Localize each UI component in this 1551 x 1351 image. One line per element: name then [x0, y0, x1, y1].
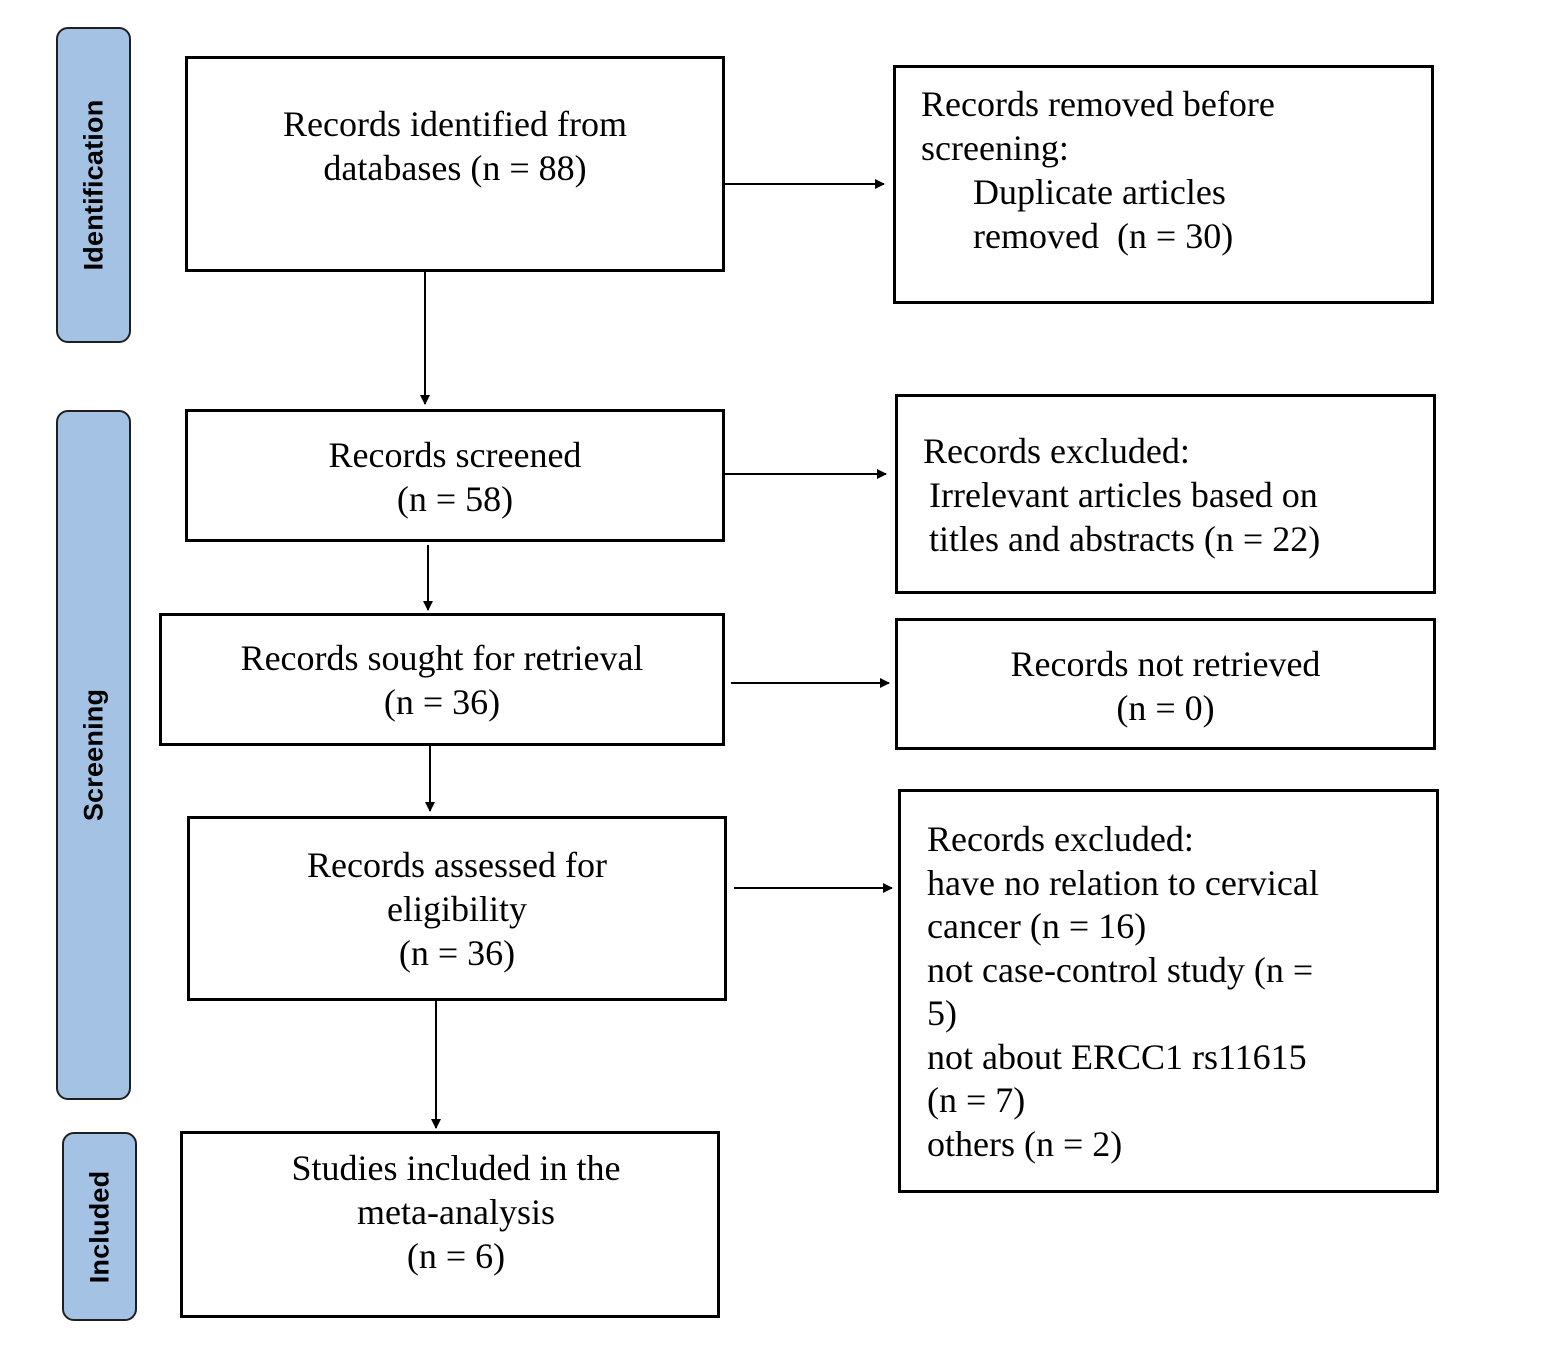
records-excluded-eligibility-line-8: others (n = 2) [927, 1123, 1123, 1164]
records-excluded-eligibility-line-4: not case-control study (n = [927, 949, 1314, 990]
studies-included-box [180, 1131, 720, 1318]
records-removed-text: Records removed before screening: Duplic… [921, 82, 1421, 258]
records-screened-line-2: (n = 58) [396, 479, 514, 519]
records-excluded-eligibility-box [898, 789, 1439, 1193]
records-not-retrieved-line-1: Records not retrieved [1010, 644, 1321, 684]
records-excluded-titles-line-3: titles and abstracts (n = 22) [929, 519, 1321, 559]
records-removed-line-3: Duplicate articles [973, 172, 1226, 212]
records-removed-line-2: screening: [921, 128, 1069, 168]
records-assessed-text: Records assessed for eligibility (n = 36… [187, 843, 727, 975]
stage-screening: Screening [56, 410, 131, 1100]
records-excluded-titles-line-2: Irrelevant articles based on [929, 475, 1318, 515]
records-sought-text: Records sought for retrieval (n = 36) [159, 636, 725, 724]
records-excluded-eligibility-line-5: 5) [927, 993, 957, 1033]
studies-included-line-2: meta-analysis [357, 1192, 555, 1232]
records-sought-line-2: (n = 36) [383, 682, 501, 722]
records-assessed-line-3: (n = 36) [398, 933, 516, 973]
records-sought-line-1: Records sought for retrieval [240, 638, 644, 678]
records-screened-line-1: Records screened [328, 435, 582, 475]
records-screened-box [185, 409, 725, 542]
records-assessed-line-1: Records assessed for [307, 845, 607, 885]
records-not-retrieved-box [895, 618, 1436, 750]
records-excluded-eligibility-line-2: have no relation to cervical [927, 862, 1319, 903]
records-excluded-titles-box [895, 394, 1436, 594]
studies-included-text: Studies included in the meta-analysis (n… [180, 1146, 732, 1278]
records-removed-line-1: Records removed before [921, 84, 1275, 124]
records-excluded-eligibility-text: Records excluded: have no relation to ce… [927, 818, 1432, 1166]
records-assessed-box [187, 816, 727, 1001]
stage-included: Included [62, 1132, 137, 1321]
records-not-retrieved-text: Records not retrieved (n = 0) [895, 642, 1436, 730]
records-identified-box [185, 56, 725, 272]
records-excluded-eligibility-line-6: not about ERCC1 rs11615 [927, 1036, 1307, 1077]
records-identified-line-1: Records identified from [283, 104, 627, 144]
records-removed-line-4: removed (n = 30) [973, 216, 1234, 256]
records-excluded-titles-text: Records excluded: Irrelevant articles ba… [923, 429, 1428, 561]
records-excluded-eligibility-line-3: cancer (n = 16) [927, 906, 1147, 946]
records-screened-text: Records screened (n = 58) [185, 433, 725, 521]
studies-included-line-3: (n = 6) [406, 1236, 506, 1276]
records-assessed-line-2: eligibility [387, 889, 527, 929]
records-sought-box [159, 613, 725, 746]
studies-included-line-1: Studies included in the [291, 1148, 621, 1188]
records-excluded-eligibility-line-7: (n = 7) [927, 1080, 1026, 1120]
records-excluded-eligibility-line-1: Records excluded: [927, 819, 1194, 859]
records-identified-line-2: databases (n = 88) [323, 148, 587, 188]
records-excluded-titles-line-1: Records excluded: [923, 431, 1190, 471]
records-not-retrieved-line-2: (n = 0) [1116, 688, 1215, 728]
stage-identification: Identification [56, 27, 131, 343]
records-identified-text: Records identified from databases (n = 8… [185, 102, 725, 190]
records-removed-box [893, 65, 1434, 304]
